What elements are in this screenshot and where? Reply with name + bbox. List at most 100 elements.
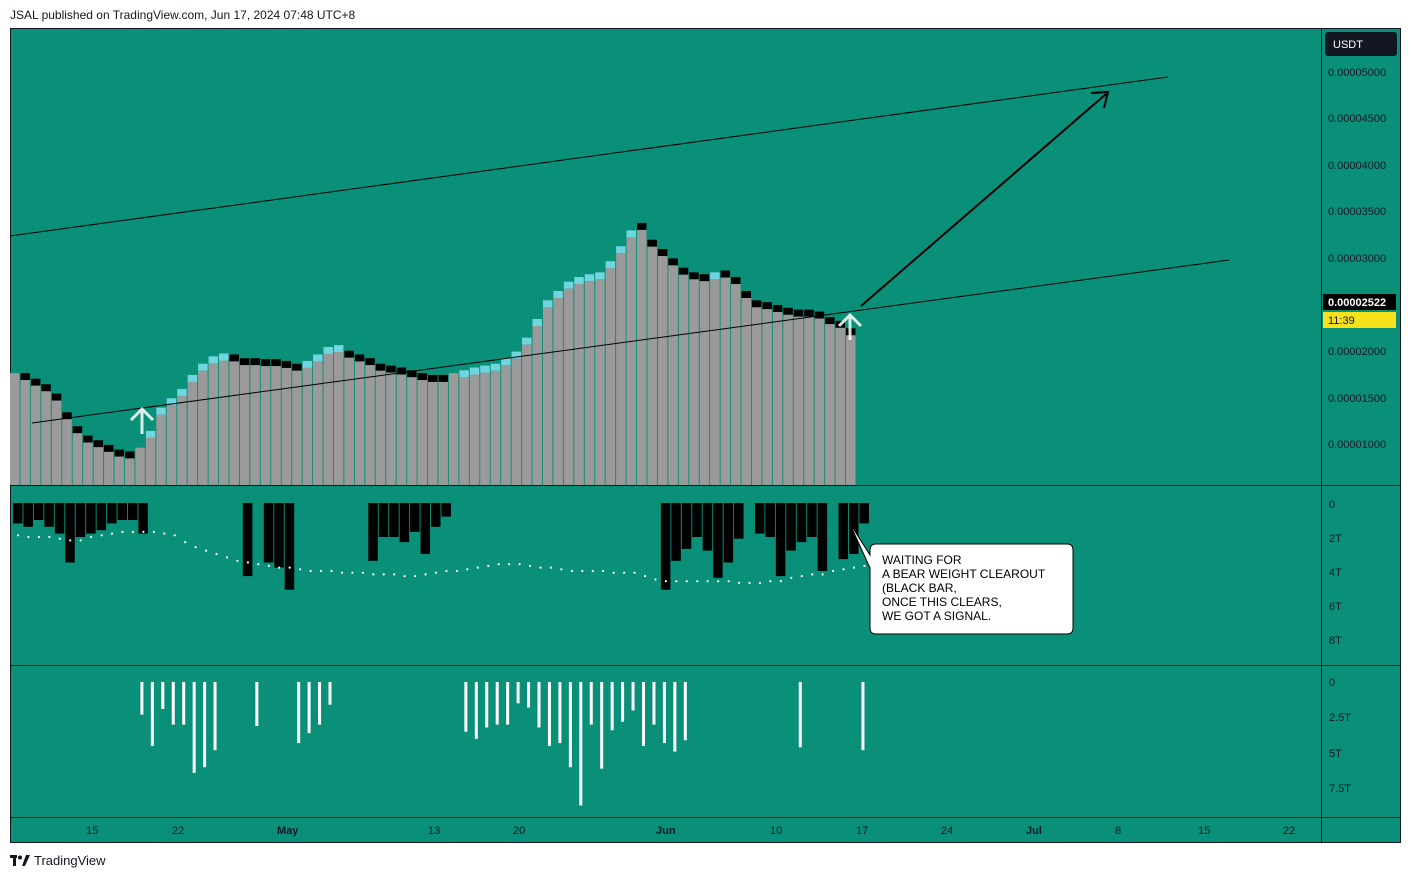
bear-weight-bar	[713, 503, 723, 578]
price-bar	[344, 357, 354, 485]
bear-weight-bar	[96, 503, 107, 531]
price-bar-cap	[292, 363, 302, 371]
bear-weight-bar	[389, 503, 399, 537]
white-spike-bar	[610, 682, 614, 731]
white-spike-bar	[171, 682, 175, 725]
price-bar-cap	[741, 291, 751, 299]
bear-weight-bar	[441, 503, 451, 517]
signal-dot	[643, 575, 647, 578]
signal-dot	[319, 569, 323, 573]
projection-arrow-head[interactable]	[1090, 90, 1110, 109]
callout-bubble[interactable]	[848, 521, 1074, 635]
currency-badge[interactable]	[1325, 32, 1397, 56]
price-bar-cap	[417, 373, 428, 381]
signal-dot	[393, 573, 396, 576]
price-bar-cap	[354, 354, 365, 362]
price-bar-cap	[114, 449, 124, 457]
time-axis-bg[interactable]	[10, 817, 1401, 843]
white-spike-bars	[140, 682, 865, 806]
price-bar	[114, 456, 124, 485]
price-bar-cap	[616, 246, 626, 254]
white-spike-bar	[683, 682, 687, 741]
time-tick: 15	[86, 825, 98, 837]
bear-weight-bar	[754, 503, 765, 534]
signal-dot	[100, 534, 103, 537]
up-arrow-icon[interactable]	[129, 406, 155, 434]
upper-channel-line[interactable]	[9, 76, 1169, 237]
price-bar	[365, 365, 375, 485]
price-bar-cap	[323, 346, 333, 354]
bear-weight-bar	[838, 503, 849, 560]
current-price-badge[interactable]	[1323, 294, 1396, 310]
price-bar-cap	[396, 367, 407, 375]
price-bar-cap	[428, 374, 438, 382]
price-bar-cap	[647, 239, 657, 247]
signal-dot	[184, 541, 187, 544]
signal-dot	[278, 566, 281, 569]
white-spike-bar	[140, 682, 144, 715]
projection-arrow-line[interactable]	[860, 93, 1107, 307]
countdown-badge[interactable]	[1323, 312, 1396, 328]
indicator1-tick: 2T	[1329, 533, 1342, 545]
callout-line: WE GOT A SIGNAL.	[882, 609, 991, 623]
signal-dot	[654, 578, 657, 581]
currency-label: USDT	[1333, 39, 1363, 51]
price-bar-cap	[51, 393, 62, 401]
bear-weight-bar	[138, 503, 148, 534]
tradingview-logo[interactable]: TradingView	[10, 853, 106, 868]
price-bar	[616, 253, 626, 485]
price-bar	[522, 344, 532, 485]
signal-dot	[518, 563, 521, 566]
signal-dot	[497, 563, 500, 566]
price-tick: 0.00004500	[1328, 113, 1386, 125]
price-tick: 0.00002000	[1328, 346, 1386, 358]
price-bar	[699, 281, 710, 485]
white-spike-bar	[506, 682, 510, 725]
signal-dot	[131, 530, 135, 534]
time-tick: Jun	[656, 825, 676, 837]
bear-weight-bar	[692, 503, 702, 537]
white-spike-bar	[516, 682, 520, 704]
lower-trend-line[interactable]	[31, 259, 1230, 424]
price-bar	[83, 442, 93, 485]
signal-dot	[612, 571, 615, 574]
white-spike-bar	[861, 682, 865, 751]
price-bar-cap	[563, 281, 574, 289]
price-bar	[156, 414, 166, 485]
price-bar-cap	[124, 451, 135, 459]
white-spike-bar	[182, 682, 186, 725]
price-bar	[354, 361, 365, 485]
price-axis-bg[interactable]	[1321, 28, 1401, 817]
price-bar-cap	[177, 388, 187, 396]
white-spike-bar	[568, 682, 572, 768]
signal-dot	[633, 571, 636, 574]
price-bar	[124, 458, 135, 485]
price-bar	[626, 237, 637, 485]
price-bar-cap	[41, 384, 51, 392]
signal-dot	[445, 569, 448, 573]
price-tick: 0.00003500	[1328, 206, 1386, 218]
signal-dot	[706, 580, 709, 583]
signal-dot	[539, 566, 542, 569]
price-bar	[772, 311, 783, 485]
white-spike-bar	[203, 682, 207, 768]
signal-dot	[779, 580, 782, 583]
price-tick: 0.00001500	[1328, 393, 1386, 405]
indicator1-tick: 4T	[1329, 567, 1342, 579]
price-bar	[219, 360, 229, 485]
price-bar-cap	[501, 358, 511, 366]
signal-dot	[528, 564, 532, 568]
time-tick: 13	[428, 825, 440, 837]
signal-dot	[800, 575, 803, 578]
price-bar	[448, 373, 459, 485]
price-bar-cap	[793, 309, 804, 317]
price-bar-cap	[772, 304, 783, 312]
time-tick: 10	[770, 825, 782, 837]
price-bar	[428, 381, 438, 485]
bear-weight-bar	[786, 503, 796, 551]
price-bar	[271, 366, 281, 485]
white-spike-bar	[673, 682, 677, 752]
callout-line: A BEAR WEIGHT CLEAROUT	[882, 567, 1046, 581]
up-arrow-icon[interactable]	[837, 312, 863, 340]
